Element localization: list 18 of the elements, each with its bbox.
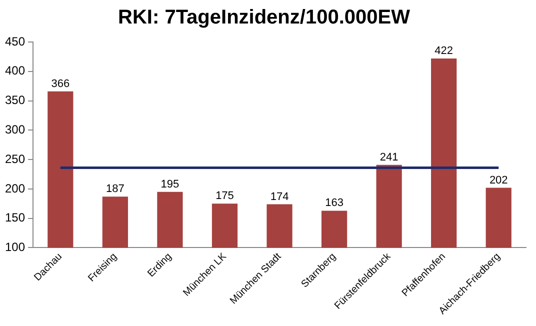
data-label: 174 [270,190,289,203]
y-tick-label: 350 [4,93,26,108]
y-tick-label: 450 [4,34,26,48]
y-tick-label: 200 [4,181,26,196]
data-label: 422 [434,44,454,57]
y-tick-label: 300 [4,122,26,136]
data-label: 202 [489,174,508,186]
y-tick-label: 150 [4,210,26,225]
data-label: 195 [160,178,180,190]
data-label: 175 [216,190,234,202]
y-tick-label: 250 [4,152,26,166]
chart-title: RKI: 7TageInzidenz/100.000EW [118,6,410,29]
data-label: 366 [51,78,70,90]
data-label: 163 [325,197,344,210]
data-label: 241 [380,151,398,164]
data-label: 187 [106,183,124,196]
y-tick-label: 400 [4,64,26,78]
y-tick-label: 100 [4,240,26,254]
